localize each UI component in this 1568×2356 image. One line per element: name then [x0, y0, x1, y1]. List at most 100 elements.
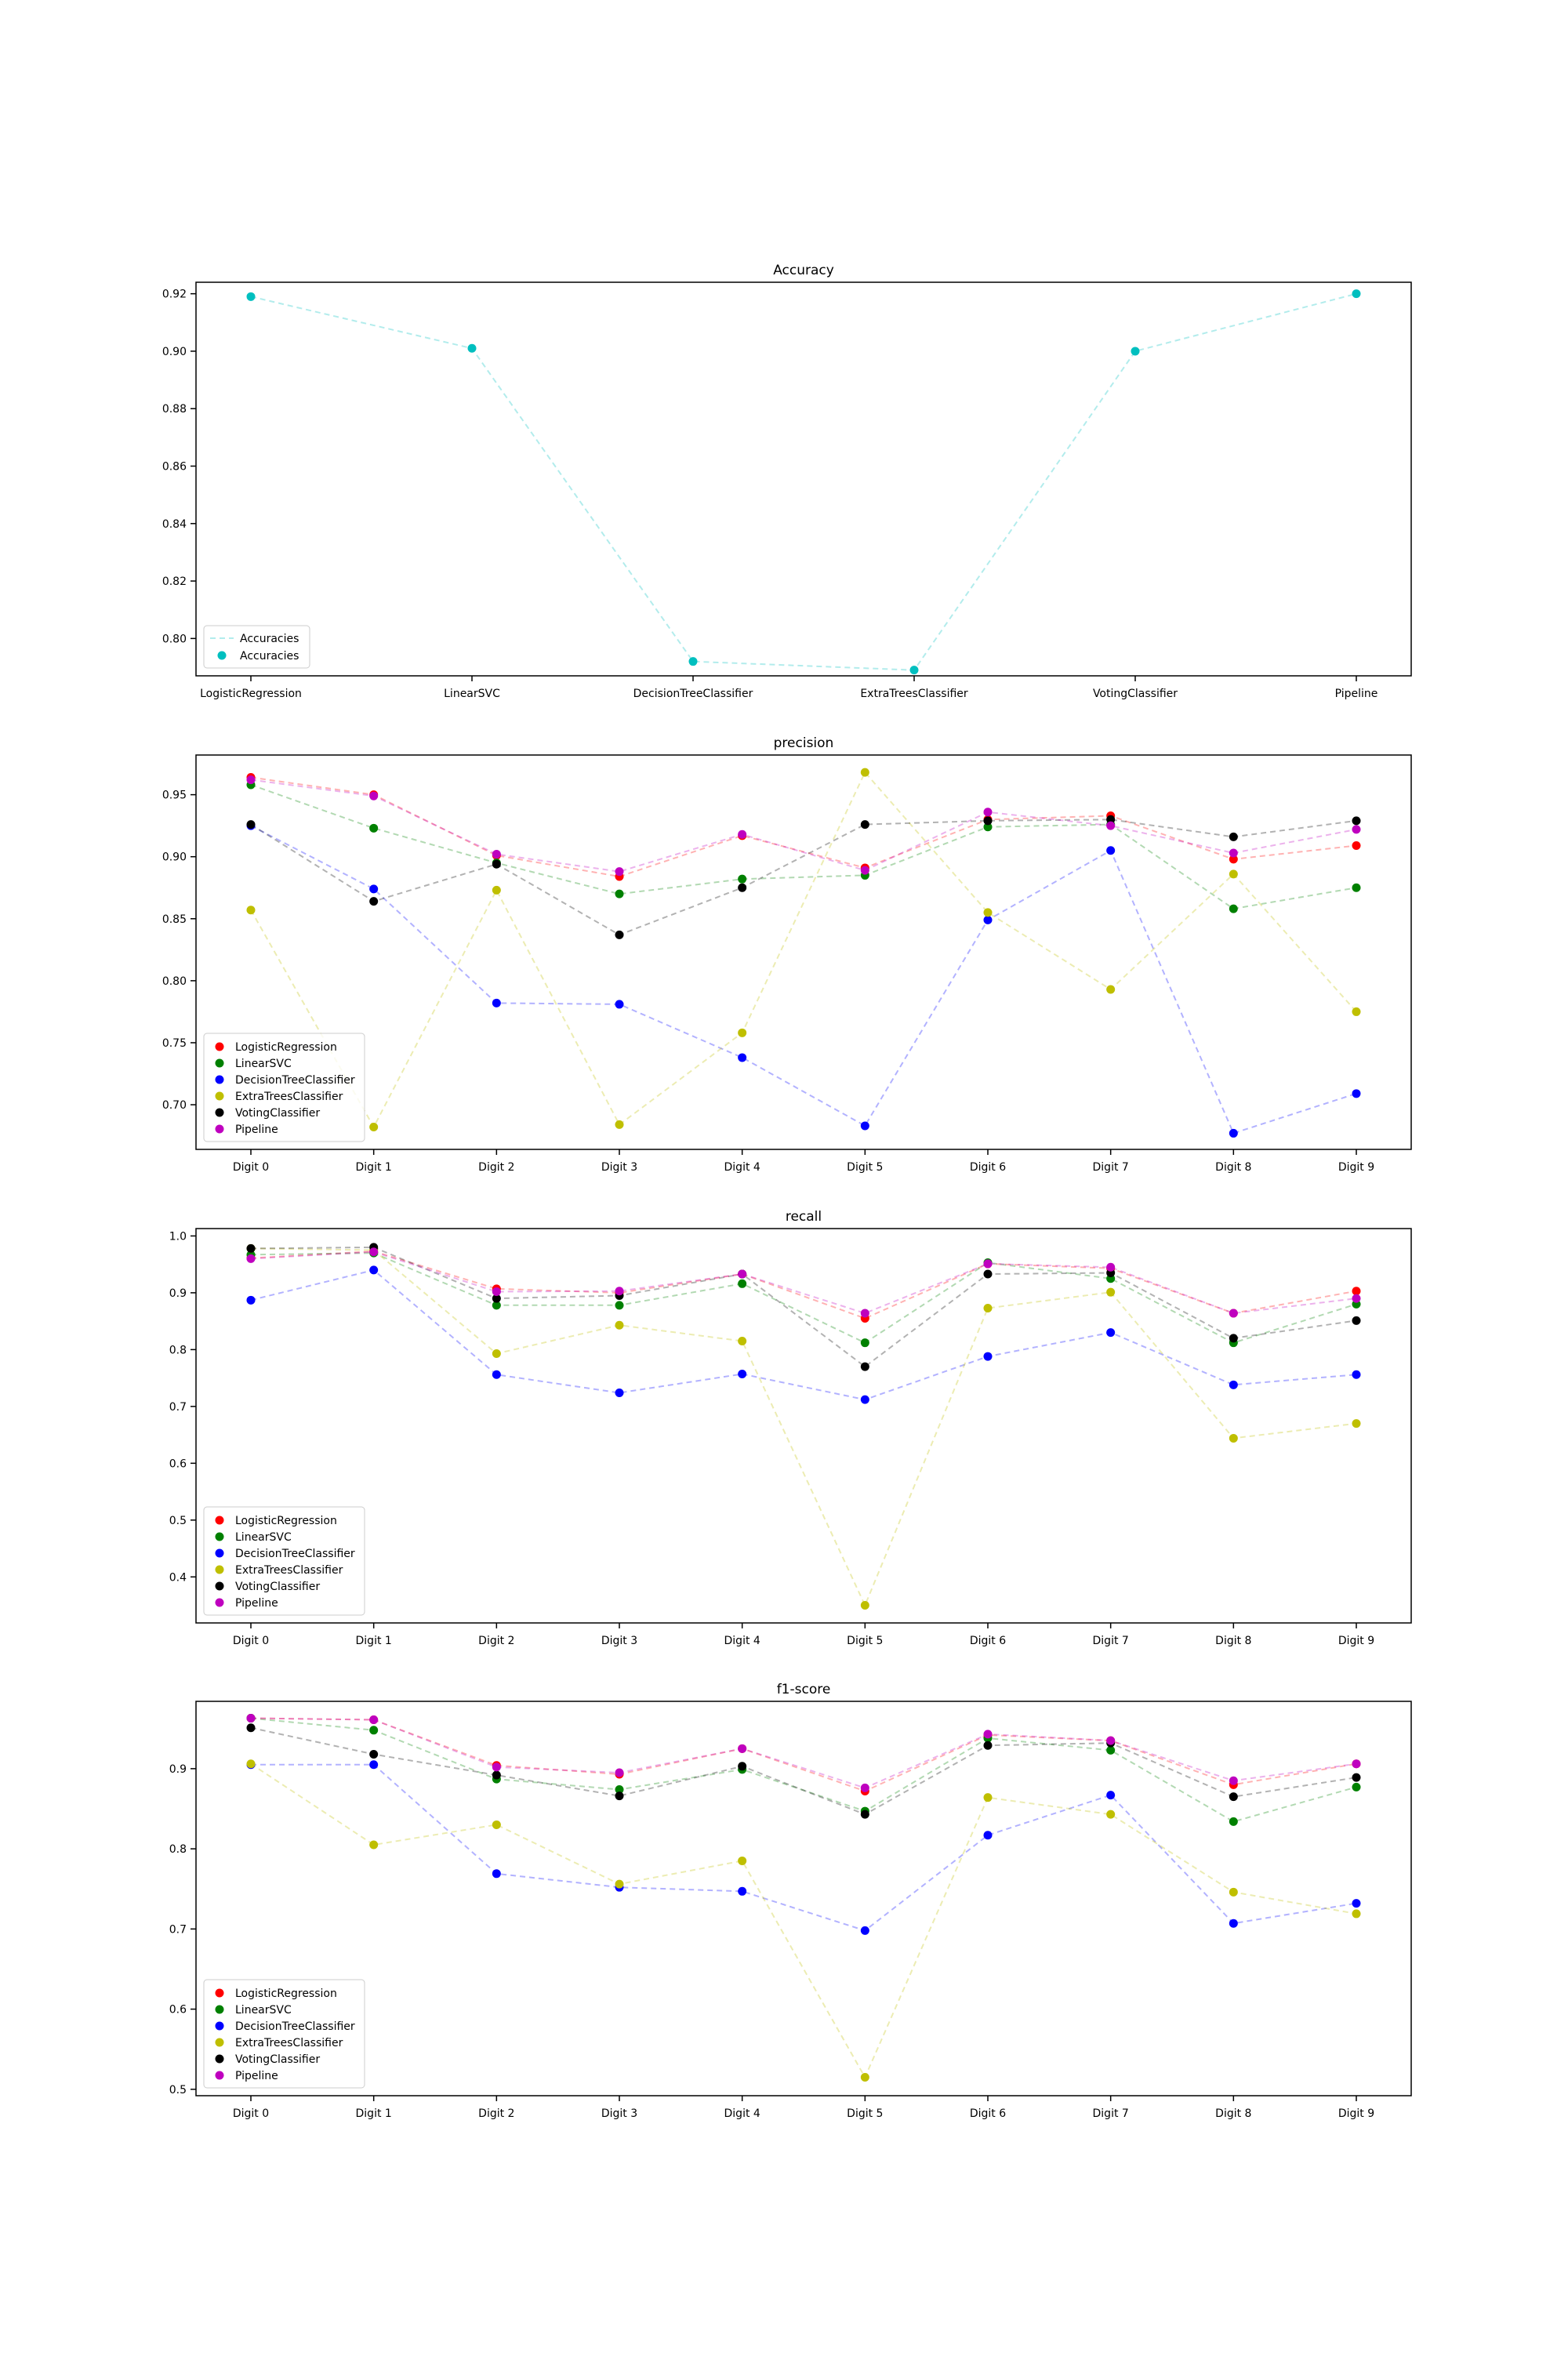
x-tick-label: Digit 3 [601, 1635, 637, 1647]
data-point [1106, 815, 1116, 824]
series-line-0 [250, 1250, 1357, 1320]
data-point [1106, 985, 1116, 994]
data-point [983, 1303, 993, 1312]
data-point [1352, 1007, 1361, 1016]
data-point [983, 915, 993, 924]
legend-marker-swatch [215, 1108, 224, 1117]
data-point [1352, 1782, 1361, 1792]
chart-title: precision [774, 735, 834, 751]
legend-label: DecisionTreeClassifier [235, 1548, 355, 1560]
legend-label: VotingClassifier [235, 2053, 320, 2066]
data-point [369, 884, 379, 894]
data-point [1229, 1334, 1238, 1343]
legend-marker-swatch [215, 1598, 224, 1607]
data-point [1352, 1316, 1361, 1325]
legend-label: LinearSVC [235, 1531, 292, 1544]
data-point [983, 1730, 993, 1739]
data-point [1229, 1433, 1238, 1443]
legend: LogisticRegression LinearSVC DecisionTreeC… [203, 1979, 365, 2089]
data-point [492, 885, 501, 895]
legend-label: LogisticRegression [235, 1988, 337, 2000]
data-point [1352, 1909, 1361, 1919]
legend-marker-swatch [215, 2054, 224, 2064]
y-tick-label: 0.90 [162, 851, 187, 864]
data-point [1106, 1745, 1116, 1755]
x-tick-label: Digit 8 [1215, 1161, 1251, 1174]
data-point [615, 1768, 624, 1777]
data-point [1229, 1887, 1238, 1897]
data-point [615, 1320, 624, 1330]
legend-marker-swatch [215, 1075, 224, 1084]
legend-label: ExtraTreesClassifier [235, 1091, 343, 1103]
series-line-2 [250, 1269, 1357, 1401]
data-point [860, 1926, 869, 1935]
data-point [1106, 1328, 1116, 1338]
legend-marker-swatch [215, 1091, 224, 1101]
series-line-2 [251, 1763, 1357, 1932]
data-point [1229, 832, 1238, 841]
x-tick-label: Digit 6 [970, 2107, 1006, 2120]
series-line-5 [250, 779, 1357, 873]
data-point [246, 906, 256, 915]
legend-marker-swatch [215, 2021, 224, 2031]
series-line-3 [250, 1247, 1357, 1607]
data-point [615, 1301, 624, 1310]
x-tick-label: DecisionTreeClassifier [633, 688, 753, 700]
y-tick-label: 0.88 [162, 403, 187, 416]
x-tick-label: Digit 1 [356, 1635, 392, 1647]
x-tick-label: Digit 4 [724, 2107, 760, 2120]
axes-frame [195, 754, 1412, 1150]
data-point [246, 1723, 256, 1733]
data-point [738, 830, 747, 839]
data-point [860, 1362, 869, 1371]
data-point [1106, 1791, 1116, 1800]
data-point [615, 1388, 624, 1397]
x-tick-label: VotingClassifier [1093, 688, 1178, 700]
data-point [369, 1247, 379, 1257]
legend-label: LinearSVC [235, 1058, 292, 1070]
x-tick-label: Digit 9 [1338, 1635, 1374, 1647]
y-tick-label: 0.90 [162, 346, 187, 358]
data-point [1352, 1089, 1361, 1098]
data-point [369, 1123, 379, 1132]
x-tick-label: Digit 6 [970, 1635, 1006, 1647]
series-line-0 [250, 1717, 1357, 1792]
legend-box [203, 1979, 365, 2089]
data-point [1352, 1294, 1361, 1303]
data-point [1229, 1776, 1238, 1785]
legend-label: LogisticRegression [235, 1041, 337, 1054]
data-point [983, 822, 993, 832]
data-point [615, 1000, 624, 1009]
x-tick-label: Digit 2 [478, 2107, 514, 2120]
series-line-1 [250, 1252, 1357, 1344]
data-point [369, 1715, 379, 1725]
y-tick-label: 0.80 [162, 633, 187, 645]
data-point [860, 1121, 869, 1131]
y-tick-label: 0.95 [162, 790, 187, 802]
data-point [1352, 1759, 1361, 1769]
legend-marker-swatch [215, 1042, 224, 1051]
y-tick-label: 0.7 [169, 1401, 187, 1414]
data-point [492, 1869, 501, 1879]
x-tick-label: Digit 9 [1338, 2107, 1374, 2120]
y-tick-label: 0.4 [169, 1571, 187, 1584]
data-point [492, 998, 501, 1007]
data-point [983, 1259, 993, 1269]
chart-title: Accuracy [773, 263, 834, 278]
data-point [369, 897, 379, 906]
data-point [492, 859, 501, 869]
x-tick-label: Digit 9 [1338, 1161, 1374, 1174]
chart-panel-0: Accuracy 0.80 0.82 0.84 0.86 0.88 0.90 0.92 Logi… [162, 263, 1412, 700]
data-point [246, 292, 256, 301]
data-point [615, 1784, 624, 1794]
x-tick-label: Digit 3 [601, 2107, 637, 2120]
x-tick-label: Digit 0 [233, 2107, 269, 2120]
x-tick-label: Digit 5 [847, 1161, 883, 1174]
legend-marker-swatch [215, 1565, 224, 1574]
data-point [369, 791, 379, 800]
data-point [860, 768, 869, 777]
data-point [983, 908, 993, 917]
data-point [1229, 1817, 1238, 1826]
y-tick-label: 0.9 [169, 1763, 187, 1776]
series-line-5 [250, 1717, 1357, 1789]
